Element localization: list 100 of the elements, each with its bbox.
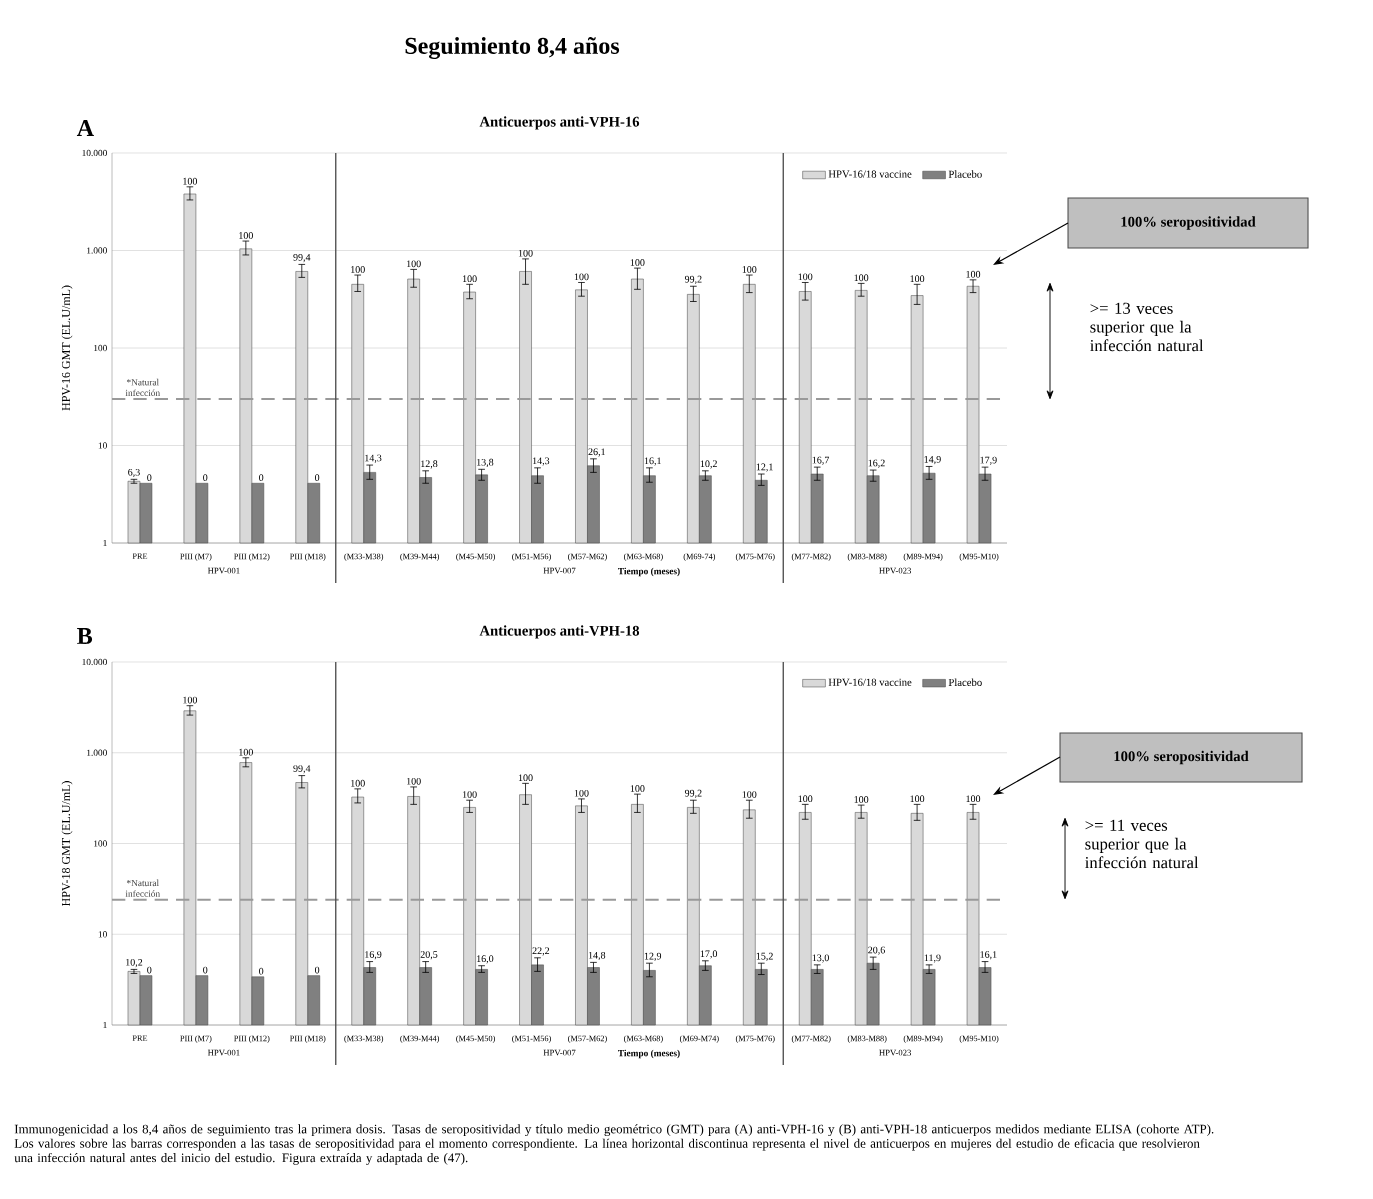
annotation: 20,6 xyxy=(868,946,885,955)
annotation: 100 xyxy=(742,791,757,798)
x-tick-label: PRE xyxy=(132,1035,148,1041)
annotation: 100 xyxy=(798,273,813,281)
x-tick-label: (M77-M82) xyxy=(791,553,831,561)
text: B xyxy=(77,628,93,644)
text: HPV-023 xyxy=(879,567,912,574)
x-tick-label: PIII (M7) xyxy=(180,1035,212,1043)
text: HPV-023 xyxy=(879,1049,912,1056)
y-axis-title: HPV-18 GMT (EL.U/mL) xyxy=(61,781,73,907)
text: 100% seropositividad xyxy=(1114,750,1249,765)
x-tick-label: (M95-M10) xyxy=(959,553,999,561)
annotation: 99,2 xyxy=(684,789,702,798)
annotation: 11,9 xyxy=(924,954,941,963)
annotation: 100 xyxy=(407,777,421,785)
x-tick-label: (M89-M94) xyxy=(903,1035,943,1043)
annotation: 100 xyxy=(239,232,253,239)
y-tick-label: 1.000 xyxy=(87,247,107,254)
y-tick-label: 1.000 xyxy=(87,749,107,756)
text: HPV-001 xyxy=(207,1049,240,1056)
x-tick-label: (M75-M76) xyxy=(735,1035,775,1043)
legend-label: HPV-16/18 vaccine xyxy=(828,678,912,686)
annotation: 20,5 xyxy=(420,951,438,960)
annotation: 15,2 xyxy=(756,952,773,961)
annotation: 14,9 xyxy=(924,456,941,465)
x-tick-label: (M63-M68) xyxy=(624,1035,663,1043)
annotation: 100 xyxy=(183,696,198,704)
annotation: 16,1 xyxy=(980,951,997,960)
x-tick-label: PIII (M18) xyxy=(289,553,326,561)
x-tick-label: (M63-M68) xyxy=(624,553,663,561)
annotation: 100 xyxy=(630,259,645,266)
x-axis-title: Tiempo (meses) xyxy=(618,567,680,577)
annotation: 14,3 xyxy=(365,454,382,463)
annotation: 0 xyxy=(259,474,264,481)
text: HPV-007 xyxy=(543,567,576,574)
annotation: 99,2 xyxy=(684,275,702,284)
y-tick-label: 100 xyxy=(94,840,107,847)
annotation: 0 xyxy=(259,967,264,975)
x-axis-title: Tiempo (meses) xyxy=(618,1049,680,1059)
ref-line-label: *Natural infección xyxy=(125,879,160,897)
x-tick-label: (M69-74) xyxy=(683,553,716,561)
legend-label: HPV-16/18 vaccine xyxy=(828,170,912,178)
x-tick-label: PIII (M7) xyxy=(180,553,212,561)
annotation: 14,8 xyxy=(588,951,606,961)
x-tick-label: (M77-M82) xyxy=(791,1035,831,1043)
y-axis-title: HPV-16 GMT (EL.U/mL) xyxy=(61,285,73,411)
text: HPV-001 xyxy=(207,567,240,574)
x-tick-label: (M69-M74) xyxy=(679,1035,719,1043)
x-tick-label: (M51-M56) xyxy=(512,553,551,561)
x-tick-label: (M51-M56) xyxy=(512,1035,551,1043)
annotation: 12,9 xyxy=(644,952,662,961)
legend-label: Placebo xyxy=(948,678,982,686)
chart-title: Anticuerpos anti-VPH-18 xyxy=(479,625,640,639)
x-tick-label: (M39-M44) xyxy=(400,553,440,561)
annotation: 17,9 xyxy=(980,456,997,465)
x-tick-label: (M45-M50) xyxy=(456,553,495,561)
y-tick-label: 10.000 xyxy=(82,149,107,157)
annotation: 100 xyxy=(630,785,645,792)
annotation: 100 xyxy=(574,789,589,797)
annotation: 100 xyxy=(239,748,253,756)
annotation: 100 xyxy=(742,266,757,273)
x-tick-label: (M45-M50) xyxy=(456,1035,495,1043)
x-tick-label: PIII (M18) xyxy=(289,1035,326,1043)
text: HPV-007 xyxy=(543,1049,576,1056)
x-tick-label: (M89-M94) xyxy=(903,553,943,561)
text: Seguimiento 8,4 años xyxy=(405,36,620,59)
annotation: 0 xyxy=(147,474,152,481)
annotation: 100 xyxy=(407,260,421,268)
annotation: 0 xyxy=(203,966,208,974)
annotation: 13,8 xyxy=(477,458,494,468)
text: A xyxy=(76,120,94,136)
x-tick-label: (M39-M44) xyxy=(400,1035,440,1043)
x-tick-label: (M95-M10) xyxy=(959,1035,999,1043)
x-tick-label: (M57-M62) xyxy=(568,553,607,561)
y-tick-label: 10.000 xyxy=(82,658,107,666)
annotation: 100 xyxy=(910,275,925,283)
annotation: 100 xyxy=(854,274,869,282)
annotation: 10,2 xyxy=(700,460,717,469)
annotation: 100 xyxy=(183,177,198,185)
x-tick-label: (M83-M88) xyxy=(847,1035,887,1043)
y-tick-label: 10 xyxy=(98,931,107,938)
text: 100% seropositividad xyxy=(1121,216,1256,230)
text: >= 11 veces superior que la infección natural xyxy=(1085,819,1199,869)
annotation: 6,3 xyxy=(128,468,140,478)
x-tick-label: (M33-M38) xyxy=(344,553,384,561)
x-tick-label: PIII (M12) xyxy=(234,553,270,561)
annotation: 100 xyxy=(966,795,981,803)
annotation: 100 xyxy=(910,795,925,803)
annotation: 12,1 xyxy=(756,463,773,472)
annotation: 12,8 xyxy=(421,460,438,469)
y-tick-label: 10 xyxy=(98,442,107,449)
text: Immunogenicidad a los 8,4 años de seguimiento tras la primera dosis. Tasas de seropositividad y título medio geométrico (GMT) para (A) anti-VPH-16 y (B) anti-VPH-18 anticuerpos medidos mediante ELISA (cohorte ATP). Los valores sobre las barras corresponden a las tasas de seropositividad para el momento correspondiente. La línea horizontal discontinua representa el nivel de anticuerpos en mujeres del estudio de eficacia que resolvieron una infección natural antes del inicio del estudio. Figura extraída y adaptada de (47). xyxy=(14,1124,1214,1165)
annotation: 16,2 xyxy=(868,459,885,468)
annotation: 26,1 xyxy=(588,448,605,457)
annotation: 100 xyxy=(518,774,533,782)
annotation: 100 xyxy=(462,791,477,798)
annotation: 100 xyxy=(351,266,365,273)
x-tick-label: (M75-M76) xyxy=(735,553,775,561)
annotation: 16,7 xyxy=(812,456,830,465)
text: >= 13 veces superior que la infección natural xyxy=(1090,302,1204,352)
